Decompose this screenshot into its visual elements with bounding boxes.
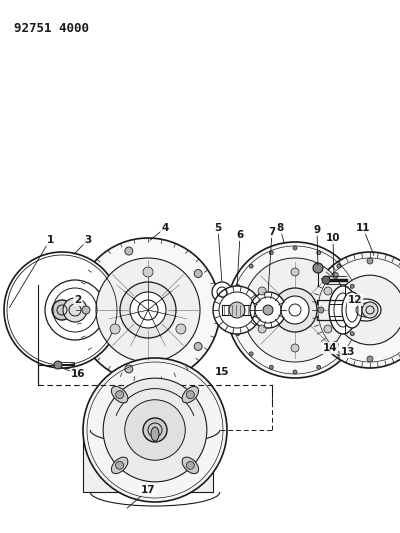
Circle shape — [120, 282, 176, 338]
Ellipse shape — [151, 427, 159, 441]
Ellipse shape — [329, 286, 357, 334]
Circle shape — [362, 302, 378, 318]
Circle shape — [332, 342, 338, 348]
Text: 15: 15 — [215, 367, 229, 377]
Text: 9: 9 — [314, 225, 320, 235]
Circle shape — [281, 296, 309, 324]
Text: 8: 8 — [276, 223, 284, 233]
Circle shape — [231, 308, 235, 312]
Circle shape — [367, 356, 373, 362]
Circle shape — [83, 358, 227, 502]
Circle shape — [176, 324, 186, 334]
Circle shape — [269, 251, 273, 255]
Text: 12: 12 — [348, 295, 362, 305]
Circle shape — [52, 300, 72, 320]
Text: 7: 7 — [268, 227, 276, 237]
Circle shape — [103, 378, 207, 482]
Text: 1: 1 — [46, 235, 54, 245]
Bar — [83, 430, 213, 492]
Circle shape — [291, 344, 299, 352]
Circle shape — [350, 284, 354, 288]
Circle shape — [355, 308, 359, 312]
Circle shape — [186, 462, 194, 470]
Ellipse shape — [111, 457, 128, 474]
Circle shape — [229, 302, 245, 318]
Circle shape — [186, 391, 194, 399]
Circle shape — [293, 246, 297, 250]
Ellipse shape — [182, 386, 199, 403]
Text: 17: 17 — [141, 485, 155, 495]
Circle shape — [110, 324, 120, 334]
Circle shape — [116, 462, 124, 470]
Circle shape — [130, 292, 166, 328]
Circle shape — [96, 258, 200, 362]
Circle shape — [236, 332, 240, 336]
Circle shape — [54, 361, 62, 369]
Circle shape — [337, 264, 341, 268]
Circle shape — [335, 275, 400, 345]
Circle shape — [324, 325, 332, 333]
Circle shape — [249, 264, 253, 268]
Circle shape — [243, 258, 347, 362]
Circle shape — [76, 238, 220, 382]
Circle shape — [194, 270, 202, 278]
Circle shape — [63, 298, 87, 322]
Circle shape — [313, 263, 323, 273]
Circle shape — [318, 307, 324, 313]
Circle shape — [249, 352, 253, 356]
Circle shape — [317, 365, 321, 369]
Circle shape — [337, 352, 341, 356]
Ellipse shape — [342, 292, 362, 328]
Circle shape — [116, 391, 124, 399]
Circle shape — [125, 400, 185, 460]
Circle shape — [143, 418, 167, 442]
Text: 92751 4000: 92751 4000 — [14, 22, 89, 35]
Circle shape — [312, 252, 400, 368]
Circle shape — [293, 370, 297, 374]
Circle shape — [258, 287, 266, 295]
Circle shape — [367, 258, 373, 264]
Text: 6: 6 — [236, 230, 244, 240]
Circle shape — [324, 287, 332, 295]
Text: 4: 4 — [161, 223, 169, 233]
Circle shape — [317, 251, 321, 255]
Circle shape — [125, 247, 133, 255]
Circle shape — [250, 292, 286, 328]
Circle shape — [236, 284, 240, 288]
Circle shape — [269, 365, 273, 369]
Circle shape — [258, 325, 266, 333]
Text: 3: 3 — [84, 235, 92, 245]
Circle shape — [263, 305, 273, 315]
Text: 11: 11 — [356, 223, 370, 233]
Text: 10: 10 — [326, 233, 340, 243]
Text: 16: 16 — [71, 369, 85, 379]
Circle shape — [273, 288, 317, 332]
Text: 2: 2 — [74, 295, 82, 305]
Text: 5: 5 — [214, 223, 222, 233]
Circle shape — [125, 365, 133, 373]
Circle shape — [322, 276, 330, 284]
Circle shape — [4, 252, 120, 368]
Circle shape — [212, 282, 232, 302]
Text: 14: 14 — [323, 343, 337, 353]
Circle shape — [194, 342, 202, 350]
Ellipse shape — [111, 386, 128, 403]
Ellipse shape — [182, 457, 199, 474]
Circle shape — [213, 286, 261, 334]
Text: 13: 13 — [341, 347, 355, 357]
Ellipse shape — [351, 299, 381, 321]
Circle shape — [332, 272, 338, 278]
Circle shape — [291, 268, 299, 276]
Circle shape — [227, 242, 363, 378]
Circle shape — [45, 280, 105, 340]
Circle shape — [82, 306, 90, 314]
Circle shape — [143, 267, 153, 277]
Circle shape — [350, 332, 354, 336]
